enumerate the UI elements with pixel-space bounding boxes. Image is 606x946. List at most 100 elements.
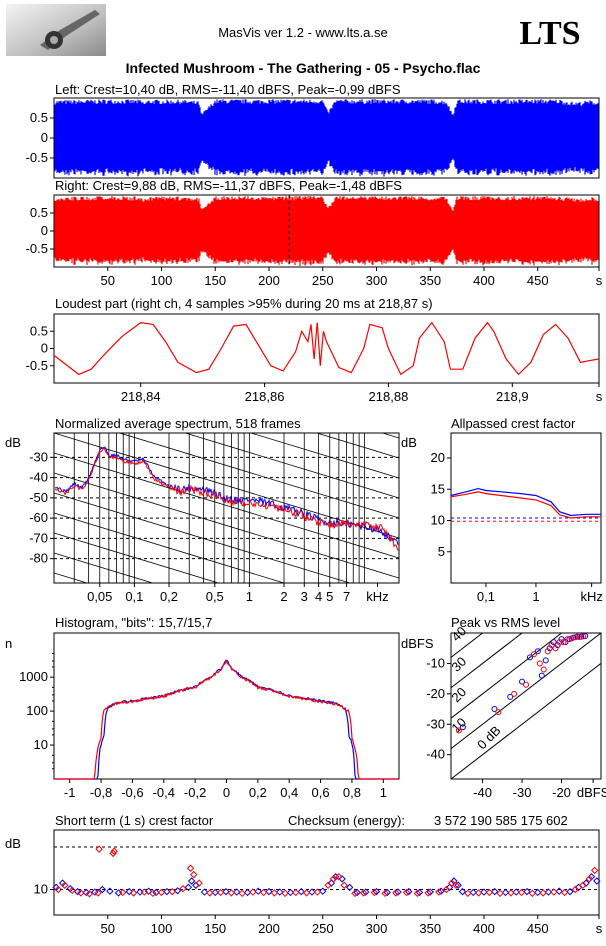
short-term-left-point (362, 888, 370, 896)
checksum-value: 3 572 190 585 175 602 (434, 813, 568, 828)
short-term-right-point (435, 888, 443, 896)
histogram-plot: 1000 100 10 -1 -0,8 -0,6 -0,4 -0,2 0 0,2 0,4 0,6 0,8… (19, 632, 400, 800)
short-term-left-point (319, 887, 327, 895)
short-term-left-point (173, 887, 182, 895)
x-tick-label: s (596, 389, 603, 404)
x-tick-label: 100 (151, 273, 173, 288)
short-term-left-point (144, 887, 153, 895)
spectrum-slope-line (184, 433, 399, 499)
spectrum-slope-line (249, 433, 399, 479)
y-tick-label: -60 (29, 510, 48, 525)
crest-diagonal (451, 633, 484, 658)
x-tick-label: 450 (527, 921, 549, 936)
short-term-right-point (129, 889, 138, 897)
short-term-left-point (593, 877, 601, 885)
short-term-right-point (585, 875, 594, 883)
short-term-right-point (381, 889, 389, 898)
short-term-left-point (544, 888, 553, 896)
short-term-right-point (335, 873, 343, 881)
x-tick-label: 400 (473, 921, 495, 936)
y-tick-label: -0.5 (26, 150, 48, 165)
short-term-right-point (186, 864, 195, 872)
short-term-right-point (140, 888, 149, 896)
x-tick-label: 150 (204, 921, 226, 936)
spectrum-slope-line (118, 433, 399, 519)
short-term-left-point (98, 885, 107, 894)
short-term-left-point (372, 887, 381, 896)
short-term-right-point (302, 889, 311, 897)
short-term-left-point (534, 888, 542, 897)
x-tick-label: -1 (64, 785, 76, 800)
y-tick-label: -50 (29, 490, 48, 505)
short-term-right-point (168, 887, 176, 896)
x-tick-label: 0,1 (477, 589, 495, 604)
spectrum-slope-line (54, 472, 399, 579)
x-tick-label: 200 (258, 921, 280, 936)
short-term-right-point (95, 845, 103, 853)
peak-rms-right-point (548, 642, 555, 649)
short-term-left-point (265, 887, 273, 896)
short-term-right-point (413, 889, 422, 898)
peak-rms-right-point (544, 648, 551, 655)
short-term-left-point (523, 887, 531, 896)
x-tick-label: 0,2 (160, 589, 178, 604)
x-tick-label: -0,2 (184, 785, 206, 800)
x-tick-label: 3 (301, 589, 308, 604)
crest-diagonal (451, 633, 563, 719)
peak-rms-right-point (540, 666, 547, 673)
y-tick-label: 0 (41, 341, 48, 356)
spectrum-slope-line (54, 552, 154, 583)
short-term-left-point (286, 888, 295, 897)
short-term-right-point (259, 888, 268, 897)
lts-logo-image (6, 4, 106, 56)
short-term-right-point (109, 849, 117, 858)
short-term-right-point (77, 889, 85, 897)
x-tick-label: 200 (258, 273, 280, 288)
x-tick-label: 1 (380, 785, 387, 800)
short-term-left-point (437, 887, 445, 895)
short-term-right-point (227, 889, 236, 897)
short-term-left-point (555, 887, 563, 895)
peak-rms-left-point (534, 648, 541, 655)
peak-rms-right-point (560, 639, 567, 646)
y-tick-label: 100 (26, 703, 48, 718)
x-tick-label: 0,05 (87, 589, 112, 604)
short-term-left-point (222, 887, 230, 896)
short-term-right-point (149, 889, 157, 898)
short-term-left-point (454, 881, 462, 889)
short-term-left-point (480, 888, 488, 896)
spectrum-ylabel: dB (5, 435, 21, 450)
peak-rms-right-point (523, 681, 529, 688)
y-tick-label: 5 (438, 544, 445, 559)
short-term-right-point (392, 889, 400, 897)
short-term-right-point (507, 889, 515, 897)
spectrum-slope-line (54, 452, 399, 559)
x-tick-label: 100 (151, 921, 173, 936)
x-tick-label: 350 (419, 273, 441, 288)
y-tick-label: 0.5 (30, 323, 48, 338)
short-term-right-point (442, 885, 451, 894)
short-term-left-point (426, 888, 434, 896)
short-term-right-point (579, 881, 587, 889)
left-waveform-title: Left: Crest=10,40 dB, RMS=-11,40 dBFS, P… (55, 82, 401, 97)
short-term-right-point (590, 866, 599, 875)
x-tick-label: 0 (223, 785, 230, 800)
plot-frame (450, 432, 602, 584)
peak-rms-left-point (519, 678, 526, 685)
short-term-left-point (582, 879, 590, 887)
y-tick-label: 10 (34, 737, 48, 752)
short-term-right-point (270, 889, 279, 897)
loudest-part-title: Loudest part (right ch, 4 samples >95% d… (55, 296, 433, 311)
short-term-left-point (405, 887, 413, 896)
peak-rms-right-point (530, 651, 537, 658)
allpassed-left-line (450, 487, 601, 517)
x-tick-label: 218,88 (369, 389, 409, 404)
peak-rms-left-point (526, 654, 533, 661)
short-term-right-point (216, 888, 225, 897)
left-channel-waveform (54, 99, 599, 177)
peak-rms-left-point (507, 693, 514, 700)
plot-frame (53, 829, 600, 916)
peak-rms-right-point (576, 633, 583, 640)
short-term-right-point (370, 888, 379, 897)
peak-rms-right-point (455, 727, 462, 734)
